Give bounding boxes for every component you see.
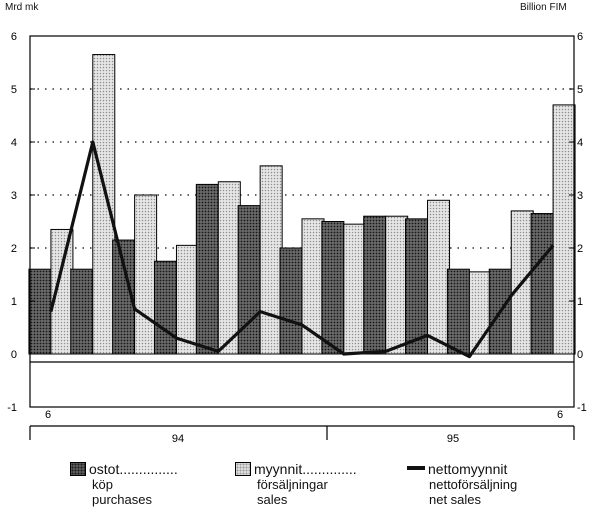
legend-sub1-nettomyynnit: nettoförsäljning xyxy=(429,477,518,492)
bar-ostot xyxy=(279,247,303,355)
bar-ostot xyxy=(28,268,52,355)
bar-myynnit xyxy=(134,194,158,355)
bar-ostot xyxy=(153,260,177,355)
bar-ostot xyxy=(405,218,429,355)
legend-swatch-myynnit xyxy=(235,462,251,476)
legend-item-myynnit: myynnit.............. försäljningar sale… xyxy=(235,462,357,507)
bar-ostot xyxy=(363,215,387,355)
bar-ostot xyxy=(195,183,219,355)
bar-myynnit xyxy=(217,181,241,355)
y-tick-label-right: 5 xyxy=(577,84,583,96)
y-tick-label-right: 2 xyxy=(577,243,583,255)
y-tick-label-left: 4 xyxy=(11,137,17,149)
bar-ostot xyxy=(446,268,470,355)
y-tick-label-left: 3 xyxy=(11,190,17,202)
series-line-nettomyynnit xyxy=(49,140,555,359)
axis-ticks xyxy=(30,35,574,408)
legend-item-ostot: ostot............... köp purchases xyxy=(70,462,178,507)
legend-sub2-nettomyynnit: net sales xyxy=(429,492,482,507)
legend-label-myynnit: myynnit xyxy=(254,461,303,477)
legend-label-nettomyynnit: nettomyynnit xyxy=(428,461,508,477)
legend-dots-myynnit: .............. xyxy=(302,461,357,477)
legend-label-ostot: ostot xyxy=(89,461,120,477)
x-tick-label-month-last: 6 xyxy=(557,409,563,421)
bars xyxy=(28,54,576,355)
legend-sub1-myynnit: försäljningar xyxy=(257,477,328,492)
legend-sub1-ostot: köp xyxy=(92,477,113,492)
y-tick-labels: -1 -1 0 0 1 1 2 2 3 3 4 4 5 5 6 6 xyxy=(7,31,587,414)
bar-myynnit xyxy=(259,165,283,355)
y-tick-label-left: 2 xyxy=(11,243,17,255)
legend-item-nettomyynnit: nettomyynnit nettoförsäljning net sales xyxy=(407,462,517,507)
legend-line-nettomyynnit xyxy=(407,466,425,470)
plot-frame xyxy=(29,35,575,408)
bar-ostot xyxy=(237,205,261,355)
y-tick-label-right: 1 xyxy=(577,296,583,308)
y-tick-label-left: 1 xyxy=(11,296,17,308)
y-tick-label-right: 4 xyxy=(577,137,583,149)
legend-swatch-ostot xyxy=(70,462,86,476)
legend-sub2-ostot: purchases xyxy=(92,492,152,507)
year-label-95: 95 xyxy=(447,433,459,445)
bar-ostot xyxy=(70,268,94,355)
y-tick-label-right: 0 xyxy=(577,349,583,361)
y-tick-label-right: 6 xyxy=(577,31,583,43)
bar-ostot xyxy=(530,213,554,355)
y-tick-label-left: 0 xyxy=(11,349,17,361)
y-tick-label-left: 6 xyxy=(11,31,17,43)
bar-myynnit xyxy=(385,215,409,355)
left-unit-label: Mrd mk xyxy=(5,2,39,13)
y-tick-label-right: -1 xyxy=(577,402,587,414)
x-tick-label-month-first: 6 xyxy=(45,409,51,421)
legend-sub2-myynnit: sales xyxy=(257,492,288,507)
bar-myynnit xyxy=(552,104,576,355)
bar-myynnit xyxy=(427,199,451,355)
chart-svg: -1 -1 0 0 1 1 2 2 3 3 4 4 5 5 6 6 6 6 94 95 xyxy=(7,31,587,445)
y-tick-label-right: 3 xyxy=(577,190,583,202)
year-label-94: 94 xyxy=(172,433,184,445)
legend-dots-ostot: ............... xyxy=(119,461,178,477)
y-tick-label-left: -1 xyxy=(7,402,17,414)
bar-myynnit xyxy=(92,54,116,355)
right-unit-label: Billion FIM xyxy=(520,2,567,13)
bar-ostot xyxy=(321,221,345,355)
bar-myynnit xyxy=(343,223,367,355)
y-tick-label-left: 5 xyxy=(11,84,17,96)
